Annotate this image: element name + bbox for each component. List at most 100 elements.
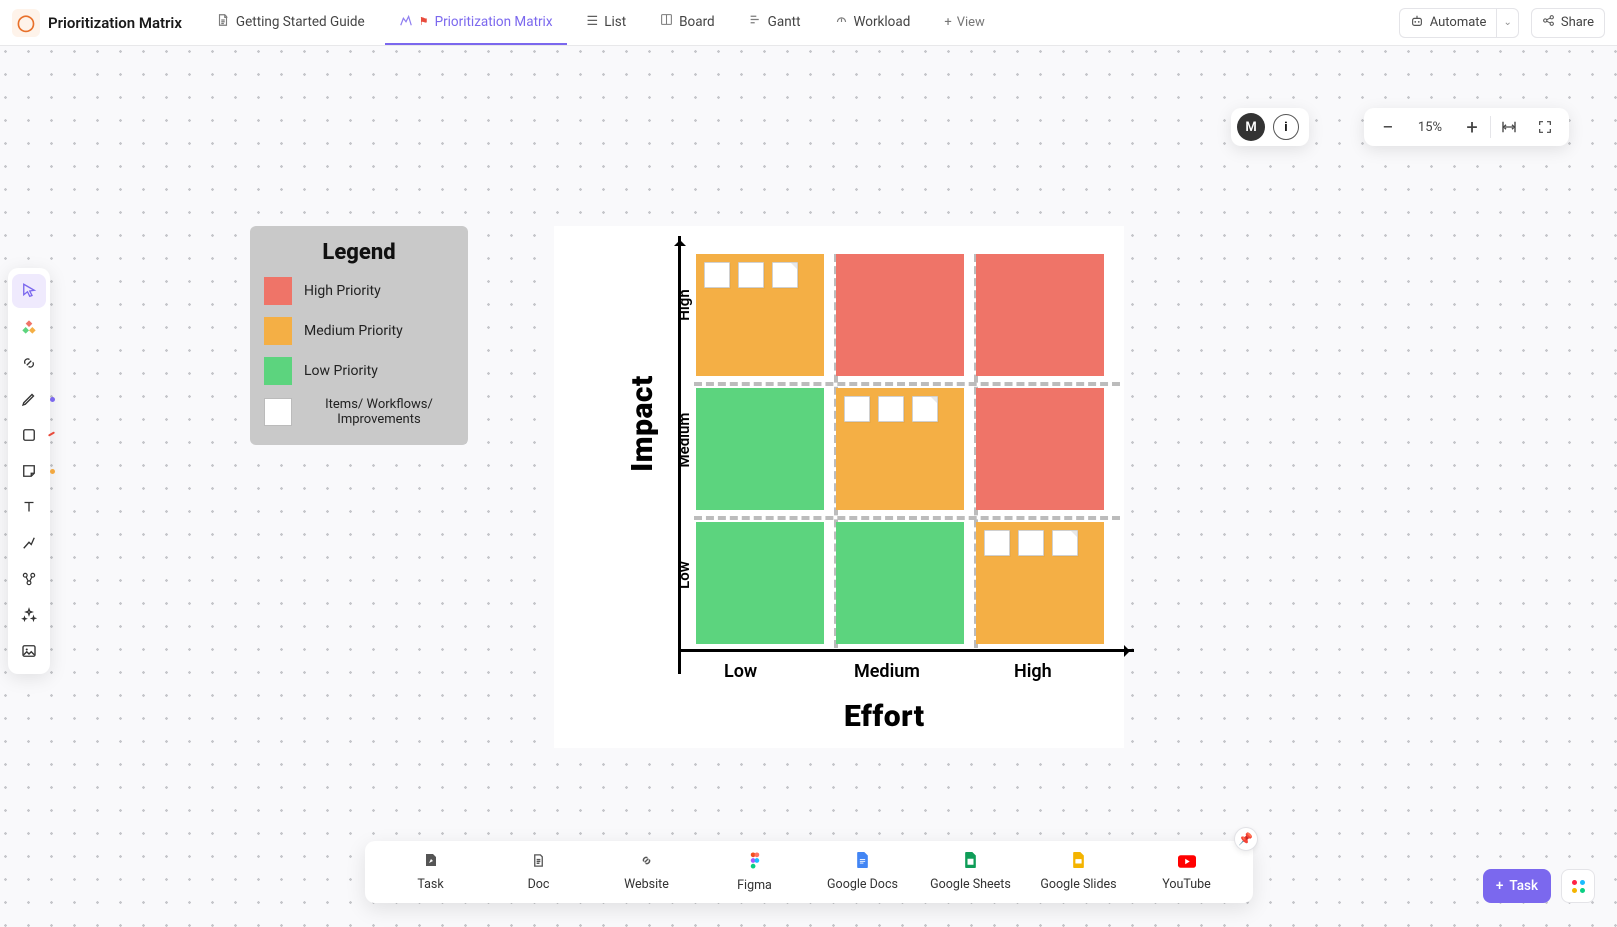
matrix-cell[interactable] — [696, 522, 824, 644]
card-gslides[interactable]: Google Slides — [1027, 844, 1131, 900]
tab-label: List — [604, 14, 626, 30]
tool-pen[interactable] — [12, 382, 46, 416]
matrix-cell[interactable] — [836, 388, 964, 510]
y-tick-medium: Medium — [675, 410, 693, 470]
youtube-icon — [1178, 853, 1196, 872]
x-tick-high: High — [1014, 661, 1052, 682]
tool-image[interactable] — [12, 634, 46, 668]
tab-workload[interactable]: Workload — [821, 1, 925, 45]
google-sheets-icon — [964, 852, 977, 872]
y-tick-low: Low — [675, 545, 693, 605]
matrix-note[interactable] — [772, 262, 798, 288]
card-website[interactable]: Website — [595, 844, 699, 900]
top-bar: ◯ Prioritization Matrix Getting Started … — [0, 0, 1617, 46]
x-tick-medium: Medium — [854, 661, 920, 682]
matrix-cell[interactable] — [696, 388, 824, 510]
grid-divider-h2 — [694, 516, 1120, 520]
matrix-cell[interactable] — [836, 522, 964, 644]
automate-label: Automate — [1430, 15, 1487, 30]
fullscreen-button[interactable] — [1527, 108, 1563, 146]
task-icon — [423, 852, 439, 872]
automate-button[interactable]: Automate — [1399, 8, 1497, 38]
tool-ai[interactable] — [12, 598, 46, 632]
matrix-note[interactable] — [912, 396, 938, 422]
card-gsheets[interactable]: Google Sheets — [919, 844, 1023, 900]
new-task-button[interactable]: + Task — [1483, 869, 1551, 903]
add-view-button[interactable]: + View — [930, 15, 999, 30]
tab-list[interactable]: ☰ List — [573, 1, 641, 45]
figma-icon — [749, 852, 761, 873]
matrix-note[interactable] — [738, 262, 764, 288]
zoom-level[interactable]: 15% — [1406, 120, 1454, 135]
tool-sticky[interactable] — [12, 454, 46, 488]
card-task[interactable]: Task — [379, 844, 483, 900]
card-label: YouTube — [1162, 877, 1211, 892]
legend-card[interactable]: Legend High Priority Medium Priority Low… — [250, 226, 468, 445]
app-logo[interactable]: ◯ — [12, 9, 40, 37]
whiteboard-icon — [399, 13, 413, 31]
apps-button[interactable] — [1561, 869, 1595, 903]
legend-row-low: Low Priority — [264, 357, 454, 385]
matrix-note[interactable] — [878, 396, 904, 422]
tool-text[interactable] — [12, 490, 46, 524]
tool-link[interactable] — [12, 346, 46, 380]
card-gdocs[interactable]: Google Docs — [811, 844, 915, 900]
robot-icon — [1410, 14, 1424, 32]
view-controls: − 15% + — [1364, 108, 1569, 146]
card-figma[interactable]: Figma — [703, 844, 807, 900]
page-title: Prioritization Matrix — [48, 14, 182, 32]
legend-swatch-items — [264, 398, 292, 426]
matrix-note[interactable] — [704, 262, 730, 288]
tool-relationship[interactable] — [12, 562, 46, 596]
pin-button[interactable]: 📌 — [1234, 827, 1258, 851]
canvas[interactable]: M i − 15% + Legend High Priority Medium … — [0, 46, 1617, 927]
tab-label: Workload — [854, 14, 911, 30]
legend-row-medium: Medium Priority — [264, 317, 454, 345]
y-axis-label: Impact — [625, 375, 660, 472]
workload-icon — [835, 13, 848, 30]
card-doc[interactable]: Doc — [487, 844, 591, 900]
tab-prioritization-matrix[interactable]: ⚑ Prioritization Matrix — [385, 1, 567, 45]
matrix-note[interactable] — [844, 396, 870, 422]
zoom-out-button[interactable]: − — [1370, 108, 1406, 146]
legend-swatch-low — [264, 357, 292, 385]
plus-icon: + — [1496, 878, 1504, 894]
tab-gantt[interactable]: Gantt — [735, 1, 815, 45]
tab-label: Gantt — [768, 14, 801, 30]
tool-shape[interactable] — [12, 418, 46, 452]
automate-dropdown[interactable]: ⌄ — [1496, 8, 1518, 38]
share-button[interactable]: Share — [1531, 8, 1605, 38]
matrix-note[interactable] — [1052, 530, 1078, 556]
legend-label-items: Items/ Workflows/ Improvements — [304, 397, 454, 427]
card-youtube[interactable]: YouTube — [1135, 844, 1239, 900]
avatar[interactable]: M — [1237, 113, 1265, 141]
matrix-note[interactable] — [984, 530, 1010, 556]
info-button[interactable]: i — [1273, 114, 1299, 140]
priority-matrix: Impact Effort High Medium Low Low Medium… — [634, 236, 1114, 674]
matrix-board[interactable]: Impact Effort High Medium Low Low Medium… — [554, 226, 1124, 748]
matrix-cell[interactable] — [976, 522, 1104, 644]
matrix-cell[interactable] — [836, 254, 964, 376]
tab-board[interactable]: Board — [646, 1, 729, 45]
tool-templates[interactable] — [12, 310, 46, 344]
flag-icon: ⚑ — [419, 15, 429, 28]
matrix-note[interactable] — [1018, 530, 1044, 556]
tab-label: Board — [679, 14, 715, 30]
new-task-label: Task — [1509, 878, 1538, 894]
legend-title: Legend — [264, 240, 454, 265]
tool-connector[interactable] — [12, 526, 46, 560]
gantt-icon — [749, 13, 762, 30]
fit-width-button[interactable] — [1491, 108, 1527, 146]
grid-divider-h1 — [694, 382, 1120, 386]
list-icon: ☰ — [587, 14, 599, 29]
tab-label: Prioritization Matrix — [435, 14, 553, 30]
tab-getting-started[interactable]: Getting Started Guide — [202, 1, 379, 45]
presence-pill: M i — [1231, 108, 1309, 146]
matrix-cell[interactable] — [976, 254, 1104, 376]
zoom-in-button[interactable]: + — [1454, 108, 1490, 146]
legend-label-medium: Medium Priority — [304, 323, 403, 339]
matrix-cell[interactable] — [696, 254, 824, 376]
legend-row-items: Items/ Workflows/ Improvements — [264, 397, 454, 427]
tool-select[interactable] — [12, 274, 46, 308]
matrix-cell[interactable] — [976, 388, 1104, 510]
